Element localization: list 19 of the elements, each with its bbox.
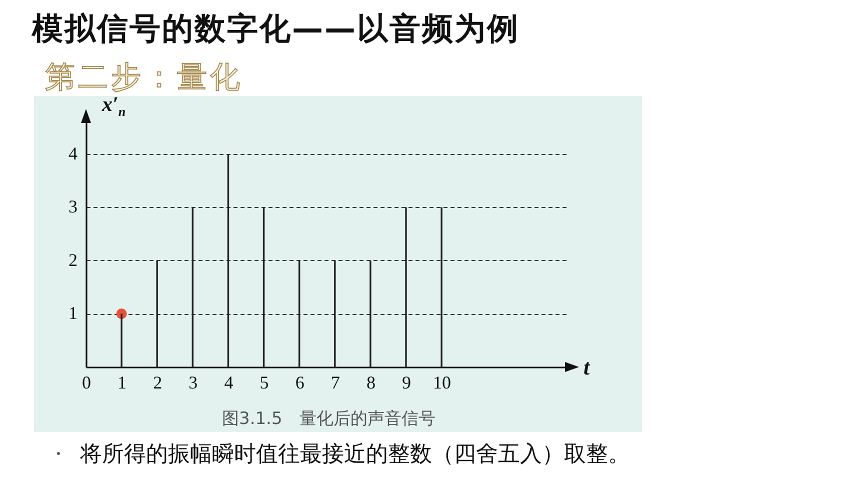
x-tick-label: 5 [260, 372, 269, 392]
x-tick-label: 10 [433, 372, 452, 392]
text: 将所得的振幅瞬时值往最接近的整数（四舍五入）取整。 [80, 441, 630, 469]
x-tick-label: 9 [402, 372, 411, 392]
x-tick-label: 3 [188, 372, 198, 392]
caption: 图3.1.5 量化后的声音信号 [222, 408, 436, 430]
x-tick-label: 7 [330, 372, 340, 392]
y-tick-label: 2 [68, 250, 78, 270]
x-tick-label: 8 [366, 372, 376, 392]
y-tick-label: 3 [68, 196, 78, 217]
x-axis-title: t [583, 354, 590, 380]
y-tick-label: 1 [68, 303, 78, 324]
y-tick-label: 4 [68, 143, 78, 164]
x-tick-label: 4 [224, 372, 234, 392]
x-tick-label: 2 [153, 372, 162, 392]
x-tick-label: 6 [295, 372, 304, 392]
chart-title: 模拟信号的数字化——以音频为例 [32, 10, 520, 49]
x-tick-label: 1 [118, 372, 127, 392]
x-tick-label: 0 [82, 372, 91, 392]
